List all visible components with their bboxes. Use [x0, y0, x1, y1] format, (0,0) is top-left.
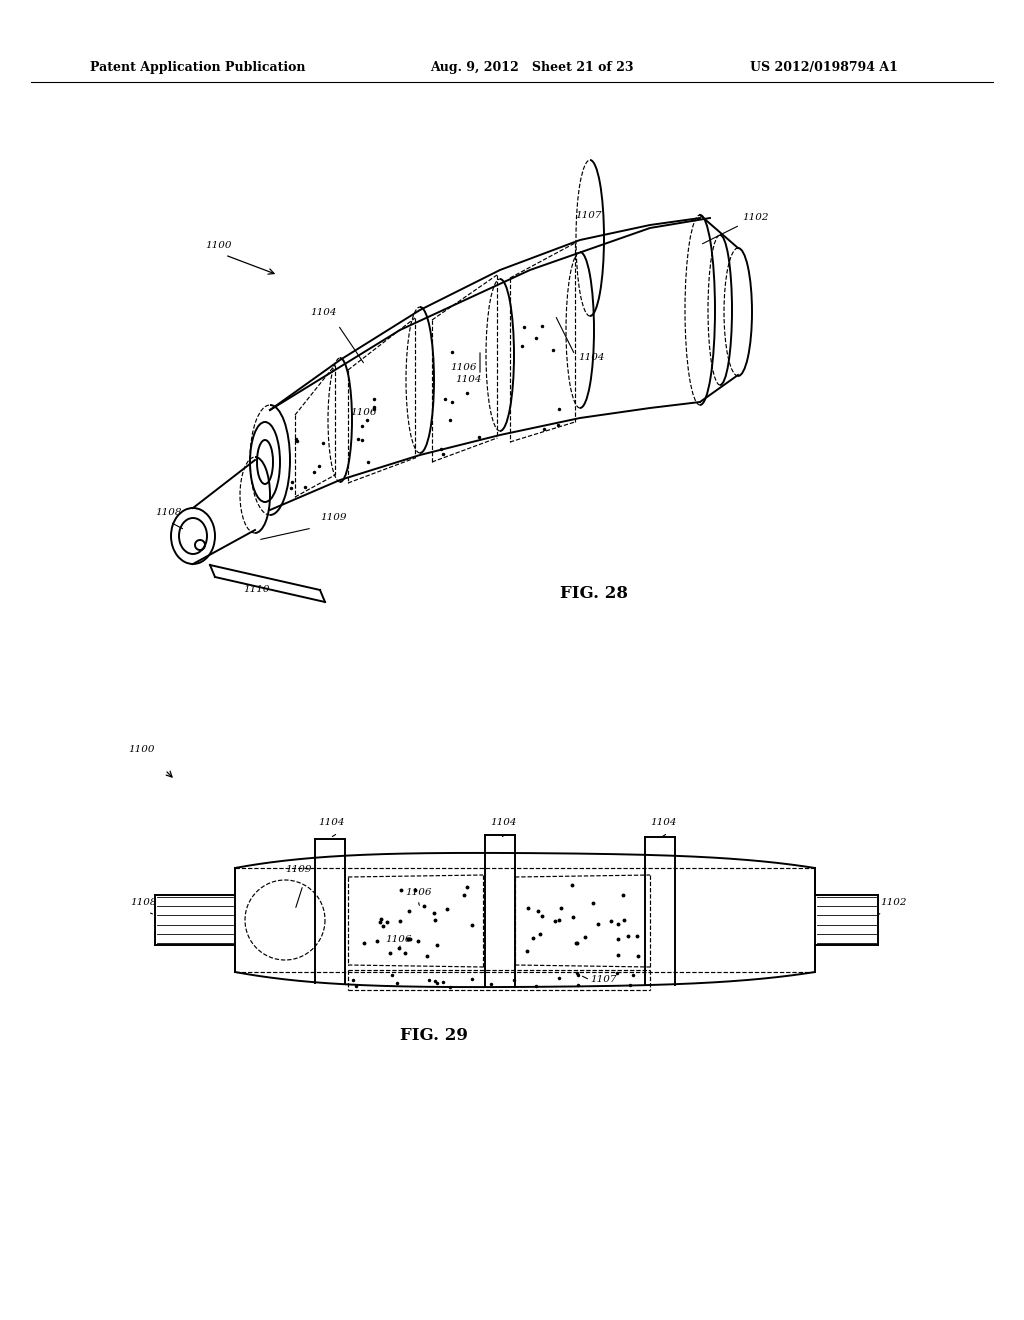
Text: 1108: 1108: [155, 508, 181, 517]
Text: 1106: 1106: [450, 363, 476, 372]
Text: 1104: 1104: [455, 375, 481, 384]
Text: 1104: 1104: [650, 818, 677, 828]
Text: 1106: 1106: [406, 888, 431, 898]
Text: FIG. 29: FIG. 29: [400, 1027, 468, 1044]
Text: 1102: 1102: [880, 898, 906, 907]
Text: 1109: 1109: [285, 865, 311, 874]
Text: 1110: 1110: [243, 585, 269, 594]
Text: 1109: 1109: [319, 513, 346, 521]
Text: 1107: 1107: [575, 211, 601, 220]
Text: 1100: 1100: [205, 242, 231, 249]
Text: Patent Application Publication: Patent Application Publication: [90, 62, 305, 74]
Text: 1104: 1104: [578, 352, 604, 362]
Text: FIG. 28: FIG. 28: [560, 585, 628, 602]
Text: US 2012/0198794 A1: US 2012/0198794 A1: [750, 62, 898, 74]
Text: 1108: 1108: [130, 898, 157, 907]
Text: 1102: 1102: [742, 213, 768, 222]
Text: 1104: 1104: [310, 308, 337, 317]
Text: 1106: 1106: [385, 935, 412, 944]
Text: Aug. 9, 2012   Sheet 21 of 23: Aug. 9, 2012 Sheet 21 of 23: [430, 62, 634, 74]
Text: 1104: 1104: [490, 818, 516, 828]
Text: 1100: 1100: [128, 744, 155, 754]
Text: 1104: 1104: [318, 818, 344, 828]
Text: 1107: 1107: [590, 975, 616, 983]
Text: 1106: 1106: [350, 408, 377, 417]
